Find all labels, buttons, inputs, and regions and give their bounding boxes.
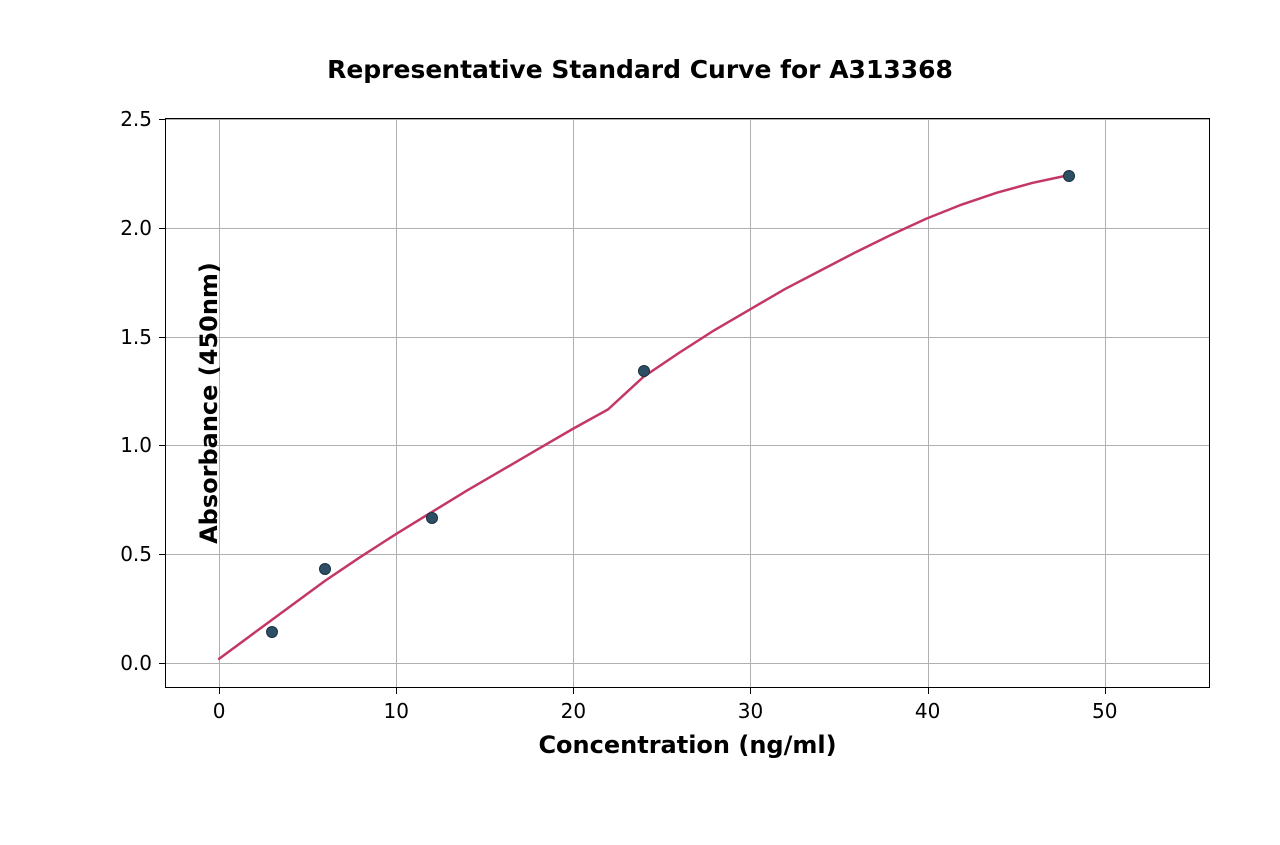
y-tick-label: 2.0: [120, 216, 152, 240]
x-tick-label: 10: [384, 699, 409, 723]
x-tick: [219, 687, 220, 694]
x-tick-label: 30: [738, 699, 763, 723]
x-tick: [396, 687, 397, 694]
x-tick: [573, 687, 574, 694]
data-point: [426, 512, 438, 524]
y-tick: [159, 554, 166, 555]
y-tick: [159, 445, 166, 446]
data-point: [1063, 170, 1075, 182]
y-tick-label: 2.5: [120, 107, 152, 131]
chart-title: Representative Standard Curve for A31336…: [0, 55, 1280, 84]
y-tick-label: 1.0: [120, 433, 152, 457]
curve-line: [166, 119, 1209, 687]
x-tick-label: 40: [915, 699, 940, 723]
y-tick-label: 0.0: [120, 651, 152, 675]
y-tick: [159, 337, 166, 338]
x-tick: [1105, 687, 1106, 694]
x-tick-label: 50: [1092, 699, 1117, 723]
data-point: [266, 626, 278, 638]
x-tick-label: 20: [561, 699, 586, 723]
y-tick: [159, 663, 166, 664]
x-tick: [750, 687, 751, 694]
x-tick: [928, 687, 929, 694]
x-tick-label: 0: [213, 699, 226, 723]
x-axis-label: Concentration (ng/ml): [538, 731, 836, 759]
fitted-curve: [219, 175, 1068, 658]
plot-area: 01020304050 0.00.51.01.52.02.5 Concentra…: [165, 118, 1210, 688]
y-axis-label: Absorbance (450nm): [195, 262, 223, 544]
data-point: [319, 563, 331, 575]
chart-container: Representative Standard Curve for A31336…: [0, 0, 1280, 845]
y-tick-label: 0.5: [120, 542, 152, 566]
y-tick: [159, 119, 166, 120]
y-tick: [159, 228, 166, 229]
y-tick-label: 1.5: [120, 325, 152, 349]
data-point: [638, 365, 650, 377]
